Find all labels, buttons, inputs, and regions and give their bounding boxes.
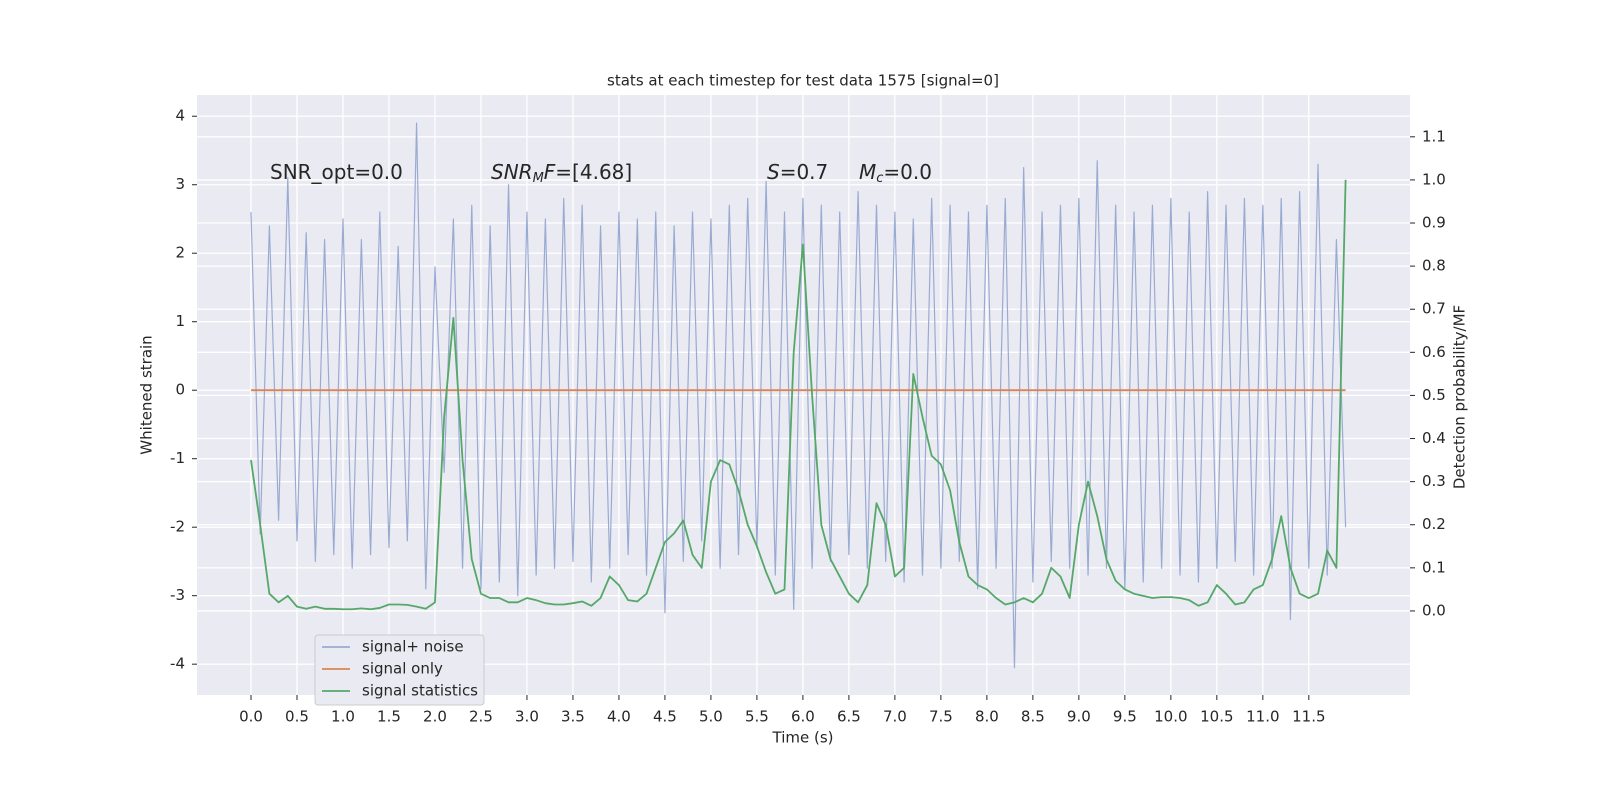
x-tick-label: 7.5 [929,708,953,726]
y-tick-label: 4 [175,107,185,125]
y2-tick-label: 0.3 [1422,472,1446,490]
x-tick-label: 4.5 [653,708,677,726]
x-tick-label: 0.0 [239,708,263,726]
x-tick-label: 4.0 [607,708,631,726]
chart-title: stats at each timestep for test data 157… [607,72,999,90]
y2-tick-label: 0.4 [1422,429,1446,447]
y2-tick-label: 1.1 [1422,127,1446,145]
x-tick-label: 8.0 [975,708,999,726]
x-tick-label: 11.0 [1246,708,1279,726]
y-tick-label: -1 [170,449,185,467]
y-tick-label: 0 [175,381,185,399]
annotation-part: M [533,171,544,186]
legend-box [314,634,485,706]
x-tick-label: 3.5 [561,708,585,726]
legend-label: signal only [362,660,443,678]
y-tick-label: 3 [175,175,185,193]
y-tick-label: 1 [175,312,185,330]
y2-tick-label: 0.5 [1422,386,1446,404]
annotation: S=0.7 [767,160,828,184]
annotation-part: M [859,160,876,184]
x-tick-label: 8.5 [1021,708,1045,726]
annotation-part: SNR_opt=0.0 [270,160,403,184]
grid [197,95,1410,695]
x-tick-label: 10.5 [1200,708,1233,726]
legend-label: signal statistics [362,682,478,700]
x-tick-label: 6.0 [791,708,815,726]
annotation-part: =[4.68] [555,160,632,184]
annotation-part: F [544,160,556,184]
y-axis-label: Whitened strain [138,335,156,454]
y-tick-label: -2 [170,518,185,536]
annotation: SNR_opt=0.0 [270,160,403,184]
x-tick-label: 11.5 [1292,708,1325,726]
x-tick-label: 10.0 [1154,708,1187,726]
annotation-part: c [876,171,883,186]
annotation-part: =0.7 [780,160,829,184]
x-tick-label: 1.5 [377,708,401,726]
annotation-part: =0.0 [883,160,932,184]
x-tick-label: 5.5 [745,708,769,726]
y2-tick-label: 0.0 [1422,601,1446,619]
annotation: Mc=0.0 [859,160,932,186]
x-tick-label: 6.5 [837,708,861,726]
x-tick-label: 2.0 [423,708,447,726]
x-tick-label: 7.0 [883,708,907,726]
y2-tick-label: 0.9 [1422,214,1446,232]
x-tick-label: 9.0 [1067,708,1091,726]
y2-tick-label: 0.6 [1422,343,1446,361]
series-line [250,122,1347,669]
y-tick-label: -4 [170,655,185,673]
x-tick-label: 0.5 [285,708,309,726]
y2-tick-label: 1.0 [1422,170,1446,188]
x-tick-label: 9.5 [1113,708,1137,726]
y2-tick-label: 0.1 [1422,558,1446,576]
y-tick-label: -3 [170,586,185,604]
x-tick-label: 1.0 [331,708,355,726]
y2-tick-label: 0.2 [1422,515,1446,533]
y-tick-label: 2 [175,244,185,262]
x-tick-label: 5.0 [699,708,723,726]
annotation-part: SNR [491,160,533,184]
y2-tick-label: 0.8 [1422,257,1446,275]
y2-tick-label: 0.7 [1422,300,1446,318]
y2-axis-label: Detection probability/MF [1451,305,1469,489]
series-line [250,179,1347,611]
x-tick-label: 2.5 [469,708,493,726]
annotation: SNRMF=[4.68] [491,160,632,186]
annotation-part: S [767,160,780,184]
x-tick-label: 3.0 [515,708,539,726]
legend-label: signal+ noise [362,638,464,656]
x-axis-label: Time (s) [772,729,834,747]
